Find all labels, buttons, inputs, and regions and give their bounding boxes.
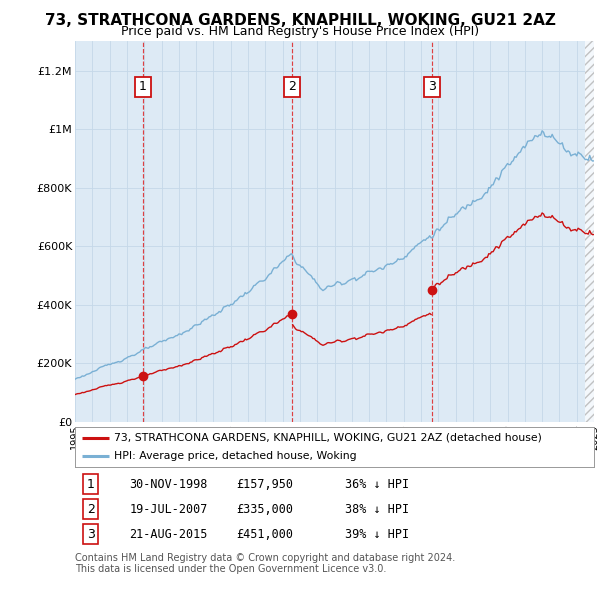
Text: £451,000: £451,000 <box>236 527 293 540</box>
Text: This data is licensed under the Open Government Licence v3.0.: This data is licensed under the Open Gov… <box>75 564 386 574</box>
Text: 19-JUL-2007: 19-JUL-2007 <box>130 503 208 516</box>
Text: Price paid vs. HM Land Registry's House Price Index (HPI): Price paid vs. HM Land Registry's House … <box>121 25 479 38</box>
Text: 21-AUG-2015: 21-AUG-2015 <box>130 527 208 540</box>
Text: 30-NOV-1998: 30-NOV-1998 <box>130 478 208 491</box>
Text: 3: 3 <box>428 80 436 93</box>
Text: 1: 1 <box>86 478 95 491</box>
Text: 38% ↓ HPI: 38% ↓ HPI <box>345 503 409 516</box>
Text: 73, STRATHCONA GARDENS, KNAPHILL, WOKING, GU21 2AZ (detached house): 73, STRATHCONA GARDENS, KNAPHILL, WOKING… <box>114 433 542 443</box>
Text: HPI: Average price, detached house, Woking: HPI: Average price, detached house, Woki… <box>114 451 356 461</box>
Text: 2: 2 <box>288 80 296 93</box>
Text: 3: 3 <box>86 527 95 540</box>
Text: 73, STRATHCONA GARDENS, KNAPHILL, WOKING, GU21 2AZ: 73, STRATHCONA GARDENS, KNAPHILL, WOKING… <box>44 13 556 28</box>
Text: 1: 1 <box>139 80 147 93</box>
Text: £335,000: £335,000 <box>236 503 293 516</box>
Text: 2: 2 <box>86 503 95 516</box>
Text: 39% ↓ HPI: 39% ↓ HPI <box>345 527 409 540</box>
Text: Contains HM Land Registry data © Crown copyright and database right 2024.: Contains HM Land Registry data © Crown c… <box>75 553 455 563</box>
Text: £157,950: £157,950 <box>236 478 293 491</box>
Text: 36% ↓ HPI: 36% ↓ HPI <box>345 478 409 491</box>
